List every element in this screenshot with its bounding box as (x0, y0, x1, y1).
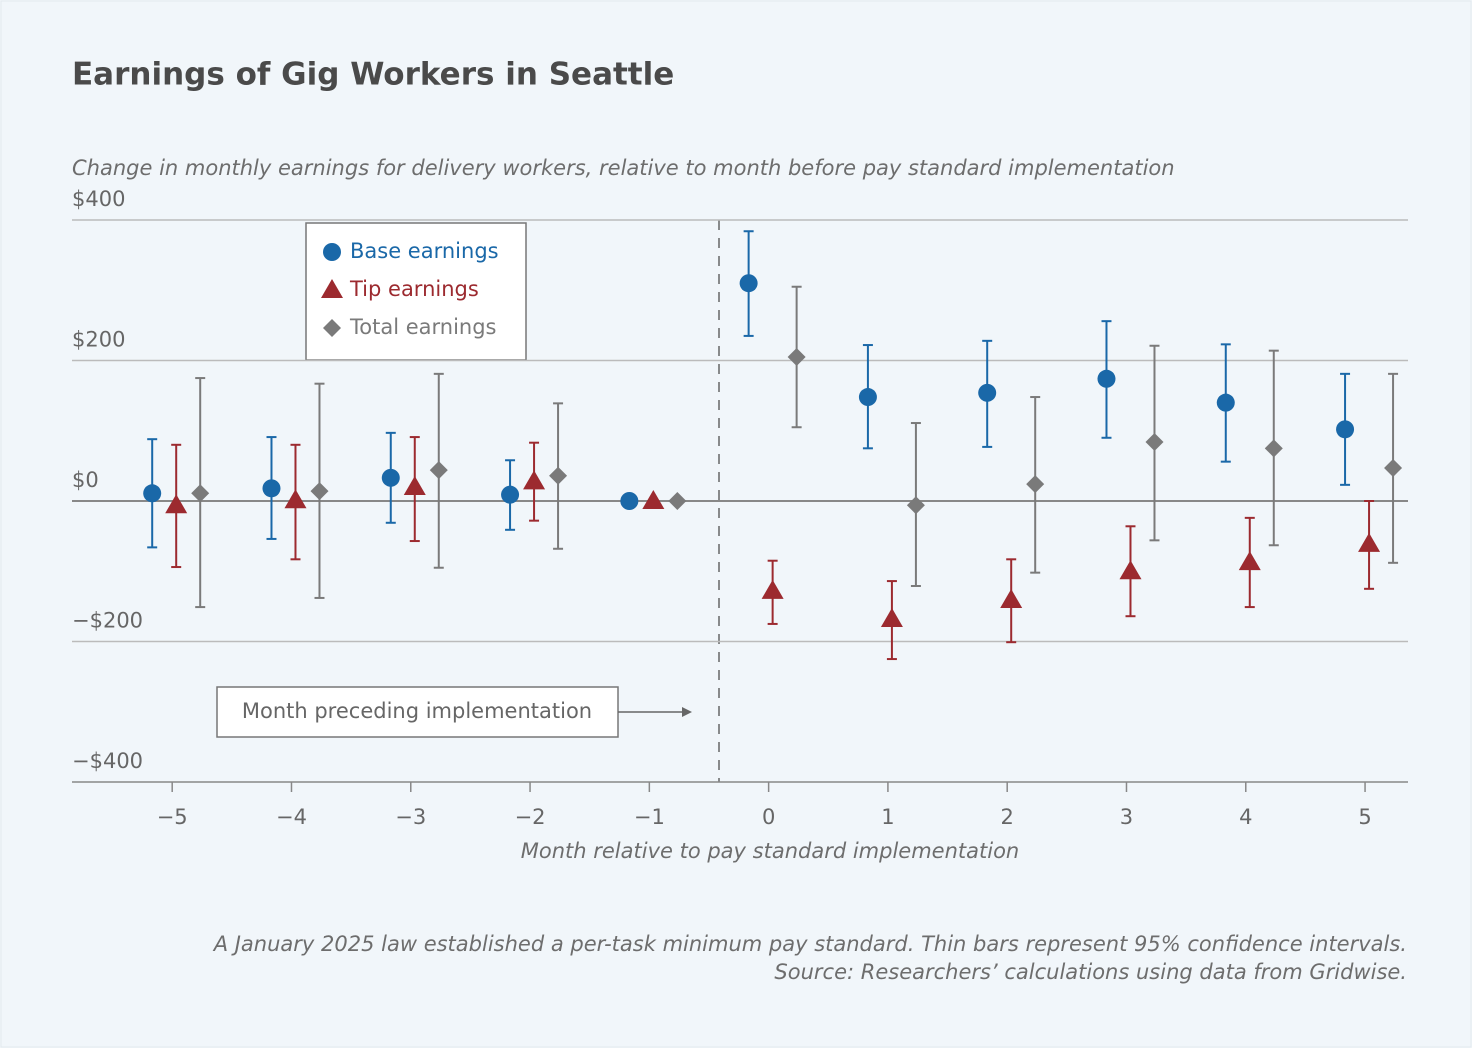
y-tick-label: −$200 (72, 609, 143, 633)
legend-marker (321, 279, 343, 298)
point (1097, 369, 1116, 388)
point (165, 494, 188, 514)
legend-label: Base earnings (350, 239, 499, 263)
point (1026, 475, 1045, 494)
legend-marker (323, 243, 341, 261)
point (978, 383, 997, 402)
point (1384, 458, 1403, 477)
legend-label: Tip earnings (349, 277, 479, 301)
x-tick-label: −4 (276, 805, 307, 829)
point (761, 579, 784, 599)
point (1238, 551, 1261, 571)
annotation: Month preceding implementation (242, 699, 592, 723)
y-tick-label: $0 (72, 468, 99, 492)
x-tick-label: −3 (395, 805, 426, 829)
x-tick-label: 2 (1001, 805, 1014, 829)
point (403, 475, 426, 495)
point (880, 608, 903, 628)
point (739, 274, 758, 293)
y-tick-label: $400 (72, 187, 125, 211)
y-tick-label: −$400 (72, 749, 143, 773)
subtitle: Change in monthly earnings for delivery … (72, 156, 1175, 180)
annotation-box (216, 686, 619, 738)
x-tick-label: 0 (762, 805, 775, 829)
arrow-head (682, 707, 692, 717)
y-tick-label: $200 (72, 328, 125, 352)
point (906, 496, 925, 515)
point (1336, 420, 1355, 439)
point (642, 490, 665, 509)
chart-title: Earnings of Gig Workers in Seattle (72, 57, 674, 93)
x-tick-label: 4 (1239, 805, 1252, 829)
point (284, 489, 307, 509)
point (1119, 560, 1142, 580)
point (668, 492, 687, 510)
point (858, 388, 877, 407)
point (1145, 432, 1164, 451)
point (143, 484, 162, 503)
x-tick-label: −2 (515, 805, 546, 829)
note: A January 2025 law established a per-tas… (212, 932, 1407, 956)
x-tick-label: 3 (1120, 805, 1133, 829)
legend-marker (323, 319, 341, 337)
point (429, 461, 448, 480)
legend-box (305, 222, 527, 361)
point (1216, 393, 1235, 412)
note: Source: Researchers’ calculations using … (774, 960, 1407, 984)
point (787, 347, 806, 366)
point (1264, 439, 1283, 458)
point (1358, 532, 1381, 552)
x-axis-label: Month relative to pay standard implement… (521, 839, 1019, 863)
point (310, 482, 329, 501)
x-tick-label: −1 (634, 805, 665, 829)
point (501, 485, 520, 504)
legend-label: Total earnings (349, 315, 497, 339)
point (620, 492, 639, 510)
point (549, 466, 568, 485)
point (191, 484, 210, 503)
x-tick-label: −5 (157, 805, 188, 829)
point (381, 468, 400, 487)
point (1000, 589, 1023, 609)
point (262, 479, 281, 498)
x-tick-label: 1 (881, 805, 894, 829)
x-tick-label: 5 (1358, 805, 1371, 829)
point (523, 470, 546, 490)
